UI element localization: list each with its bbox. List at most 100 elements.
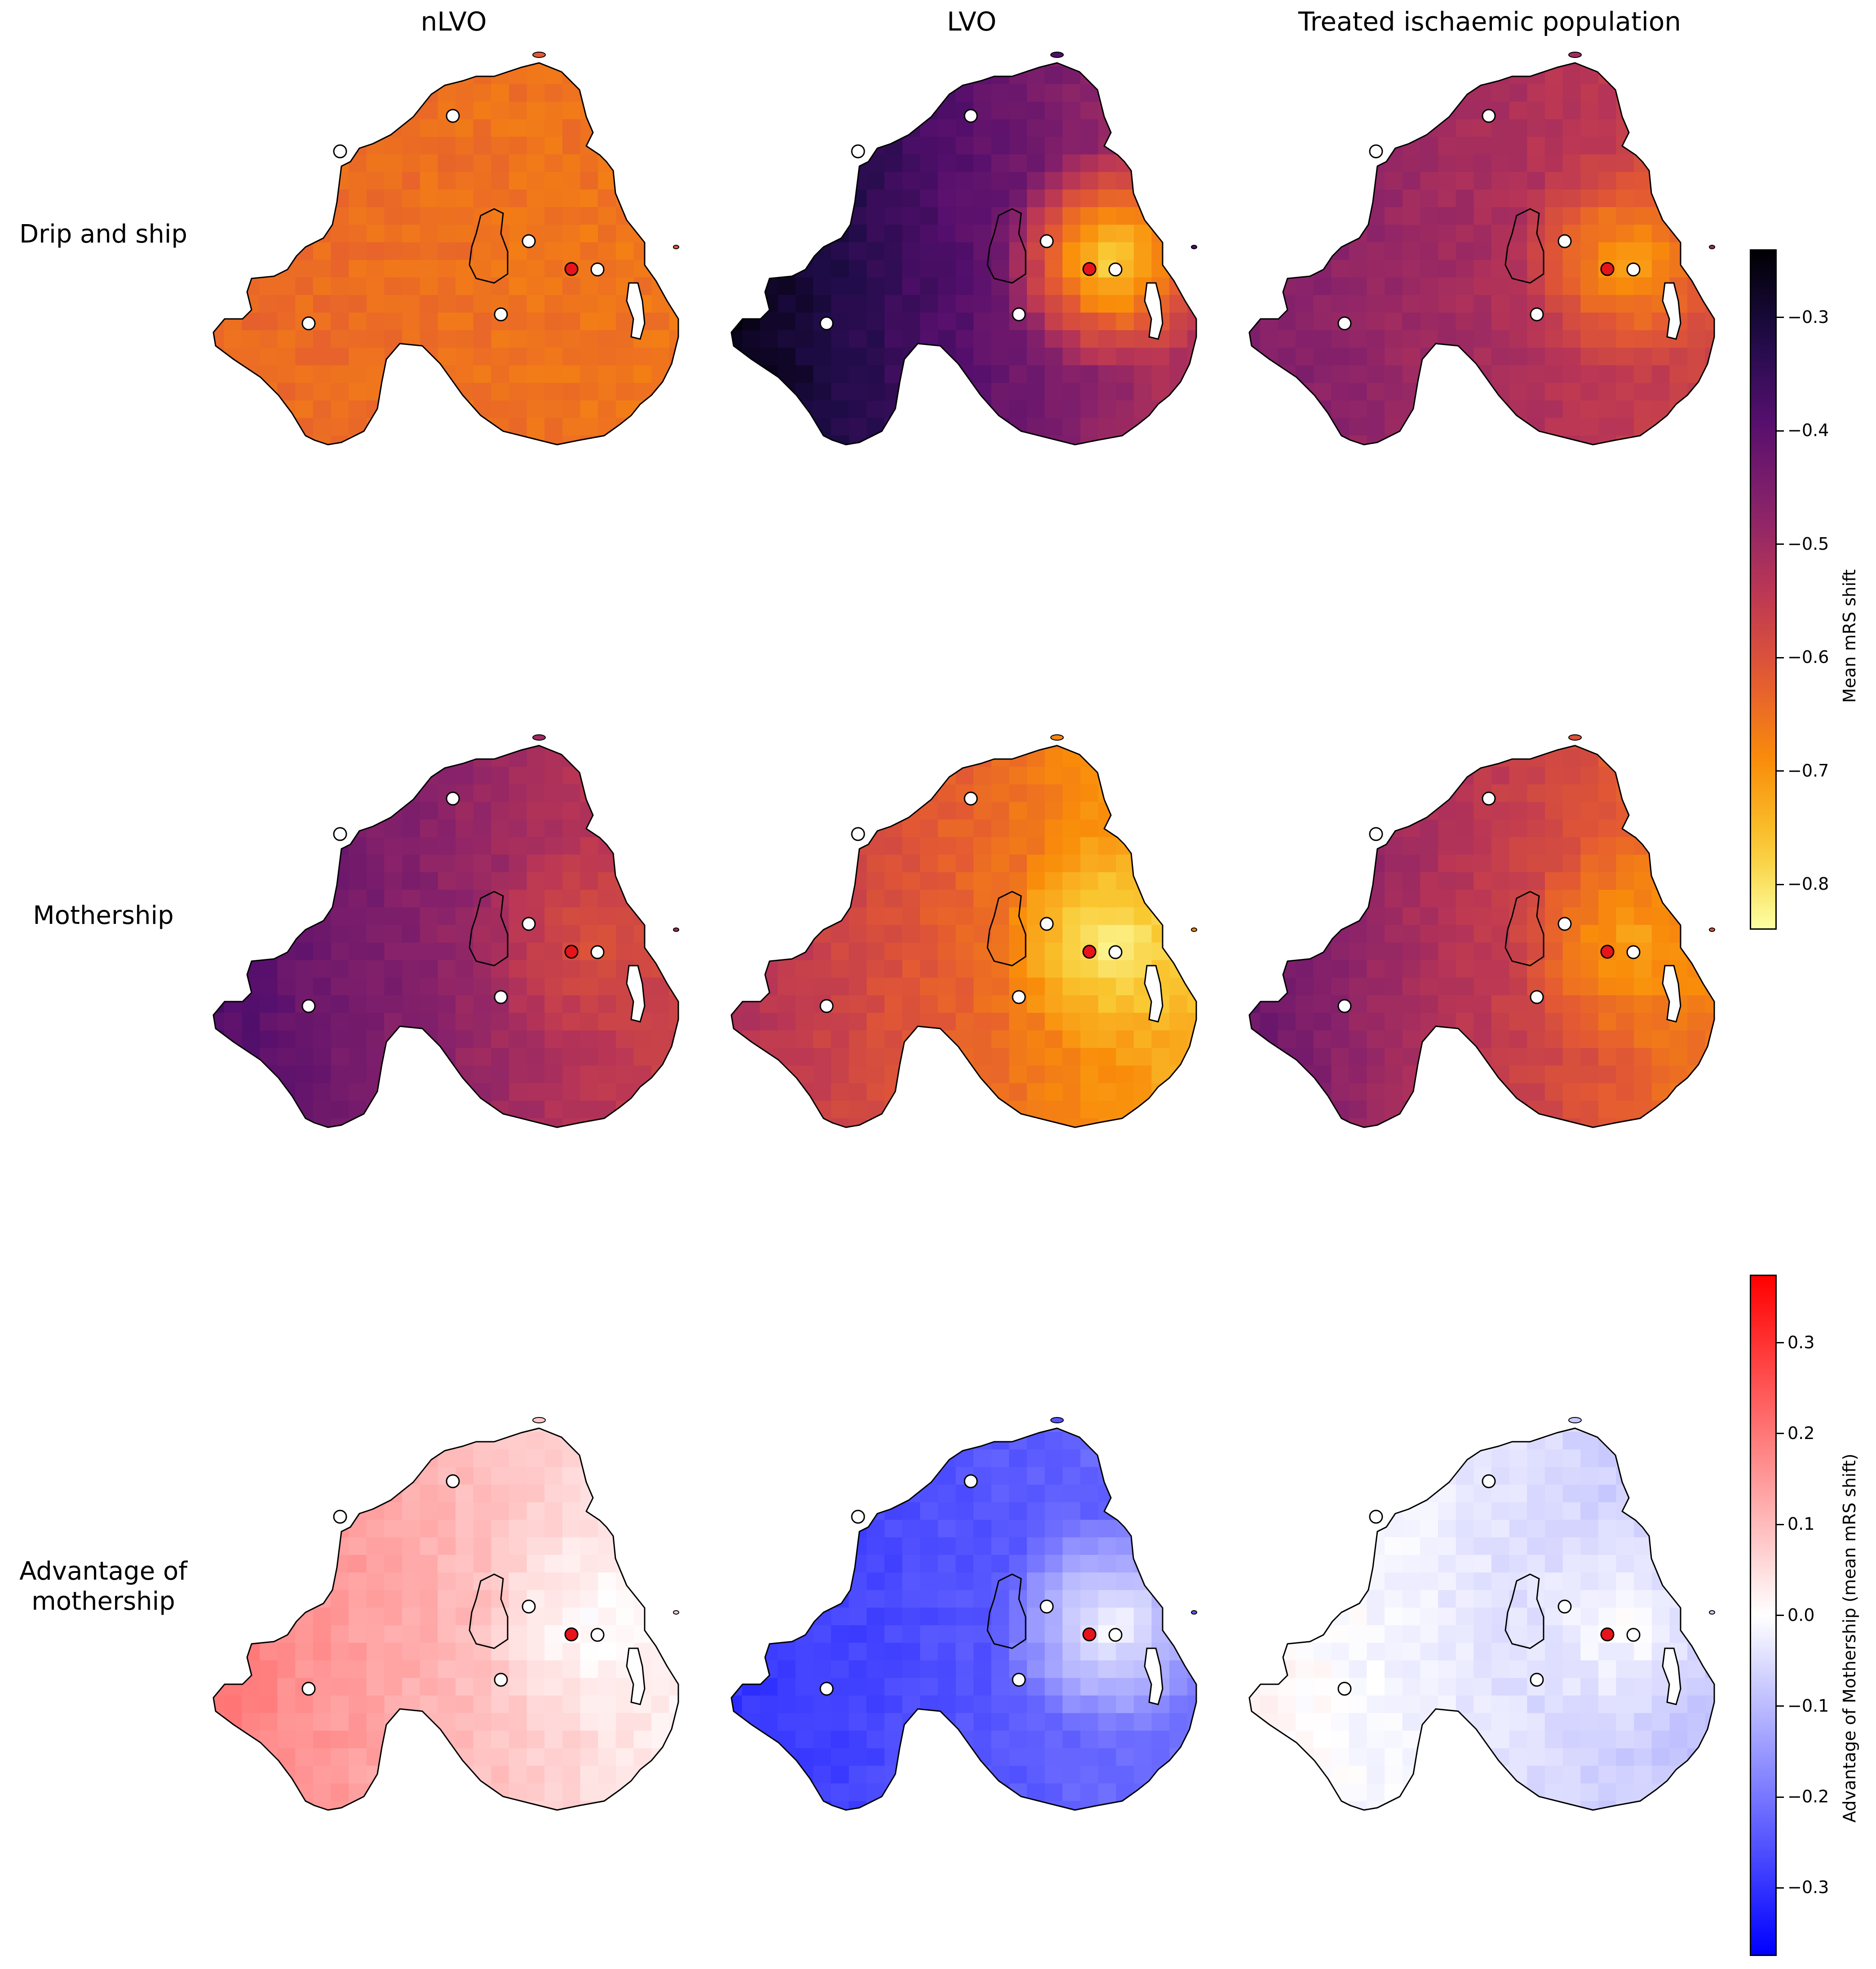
ivt-unit-marker bbox=[1482, 791, 1496, 806]
colorbar-tick-label: −0.3 bbox=[1788, 307, 1829, 327]
ivt-unit-marker bbox=[1369, 144, 1383, 159]
island-shape bbox=[673, 927, 679, 932]
lough-outline bbox=[626, 282, 646, 340]
colorbar-tick-mark bbox=[1777, 770, 1784, 772]
colorbar-tick-mark bbox=[1777, 657, 1784, 658]
region-map bbox=[730, 734, 1197, 1128]
map-panel-mothership-nlvo bbox=[207, 732, 705, 1136]
coastline-outline bbox=[212, 1427, 679, 1811]
colorbar-advantage: Advantage of Mothership (mean mRS shift)… bbox=[1750, 1275, 1867, 1956]
ivt-unit-marker bbox=[1482, 1474, 1496, 1488]
ivt-unit-marker bbox=[819, 316, 834, 331]
ivt-unit-marker bbox=[1626, 945, 1641, 959]
lough-outline bbox=[626, 1647, 646, 1705]
region-map bbox=[212, 1417, 679, 1811]
ivt-unit-marker bbox=[301, 316, 316, 331]
region-map bbox=[1248, 52, 1715, 446]
ivt-unit-marker bbox=[1040, 234, 1054, 248]
island-shape bbox=[1050, 1417, 1064, 1423]
ivt-unit-marker bbox=[446, 109, 460, 123]
ivt-unit-marker bbox=[1557, 1599, 1572, 1614]
colorbar-tick-mark bbox=[1777, 1615, 1784, 1616]
colorbar-label: Mean mRS shift bbox=[1840, 569, 1859, 703]
ivt-unit-marker bbox=[1530, 990, 1544, 1004]
row-title-drip-and-ship: Drip and ship bbox=[19, 220, 187, 249]
row-title-mothership: Mothership bbox=[33, 901, 174, 930]
colorbar-tick-label: −0.6 bbox=[1788, 647, 1829, 667]
island-shape bbox=[1568, 734, 1582, 741]
coastline-outline bbox=[212, 745, 679, 1128]
lough-outline bbox=[469, 1573, 509, 1649]
ivt-unit-marker bbox=[964, 791, 978, 806]
ivt-unit-marker bbox=[1040, 1599, 1054, 1614]
lough-outline bbox=[1662, 965, 1681, 1023]
island-shape bbox=[1191, 927, 1197, 932]
coastline-outline bbox=[1248, 745, 1715, 1128]
colorbar-tick-mark bbox=[1777, 1796, 1784, 1798]
island-shape bbox=[1709, 927, 1715, 932]
colorbar-tick-label: 0.0 bbox=[1788, 1605, 1815, 1625]
colorbar-tick-mark bbox=[1777, 1705, 1784, 1707]
ivt-unit-marker bbox=[590, 1628, 605, 1642]
region-map bbox=[1248, 1417, 1715, 1811]
coastline-outline bbox=[1248, 62, 1715, 446]
region-map bbox=[212, 734, 679, 1128]
mt-unit-marker bbox=[564, 262, 579, 276]
island-shape bbox=[1050, 52, 1064, 58]
lough-outline bbox=[1144, 1647, 1164, 1705]
ivt-unit-marker bbox=[446, 1474, 460, 1488]
island-shape bbox=[1568, 52, 1582, 58]
map-panel-mothership-lvo bbox=[725, 732, 1223, 1136]
ivt-unit-marker bbox=[1108, 1628, 1123, 1642]
column-title-treated-population: Treated ischaemic population bbox=[1298, 6, 1681, 37]
ivt-unit-marker bbox=[851, 144, 865, 159]
island-shape bbox=[532, 1417, 546, 1423]
coastline-outline bbox=[730, 745, 1197, 1128]
ivt-unit-marker bbox=[1626, 262, 1641, 277]
lough-outline bbox=[1504, 208, 1544, 284]
ivt-unit-marker bbox=[1557, 917, 1572, 931]
ivt-unit-marker bbox=[1557, 234, 1572, 248]
ivt-unit-marker bbox=[1337, 999, 1352, 1013]
mt-unit-marker bbox=[1082, 1627, 1097, 1642]
lough-outline bbox=[626, 965, 646, 1023]
colorbar-gradient bbox=[1750, 1275, 1777, 1956]
ivt-unit-marker bbox=[333, 144, 347, 159]
region-map bbox=[212, 52, 679, 446]
colorbar-tick-label: 0.2 bbox=[1788, 1423, 1815, 1443]
ivt-unit-marker bbox=[851, 827, 865, 841]
ivt-unit-marker bbox=[522, 917, 536, 931]
colorbar-tick-label: −0.2 bbox=[1788, 1787, 1829, 1807]
ivt-unit-marker bbox=[522, 1599, 536, 1614]
coastline-outline bbox=[730, 62, 1197, 446]
row-title-advantage-of-mothership: Advantage of mothership bbox=[19, 1557, 187, 1616]
mt-unit-marker bbox=[1600, 262, 1615, 276]
ivt-unit-marker bbox=[1530, 307, 1544, 322]
ivt-unit-marker bbox=[590, 262, 605, 277]
ivt-unit-marker bbox=[446, 791, 460, 806]
coastline-outline bbox=[730, 1427, 1197, 1811]
lough-outline bbox=[987, 891, 1026, 967]
ivt-unit-marker bbox=[333, 1510, 347, 1524]
ivt-unit-marker bbox=[1337, 1682, 1352, 1696]
coastline-outline bbox=[212, 62, 679, 446]
island-shape bbox=[1191, 1610, 1197, 1615]
island-shape bbox=[1050, 734, 1064, 741]
colorbar-tick-label: −0.1 bbox=[1788, 1695, 1829, 1716]
island-shape bbox=[532, 734, 546, 741]
lough-outline bbox=[987, 1573, 1026, 1649]
ivt-unit-marker bbox=[494, 1673, 508, 1687]
map-panel-dripship-treated bbox=[1243, 49, 1741, 454]
ivt-unit-marker bbox=[301, 1682, 316, 1696]
ivt-unit-marker bbox=[1530, 1673, 1544, 1687]
ivt-unit-marker bbox=[1482, 109, 1496, 123]
ivt-unit-marker bbox=[333, 827, 347, 841]
ivt-unit-marker bbox=[1337, 316, 1352, 331]
lough-outline bbox=[469, 208, 509, 284]
ivt-unit-marker bbox=[819, 1682, 834, 1696]
lough-outline bbox=[1504, 1573, 1544, 1649]
colorbar-gradient bbox=[1750, 249, 1777, 930]
map-panel-advantage-nlvo bbox=[207, 1415, 705, 1819]
ivt-unit-marker bbox=[1108, 945, 1123, 959]
ivt-unit-marker bbox=[851, 1510, 865, 1524]
